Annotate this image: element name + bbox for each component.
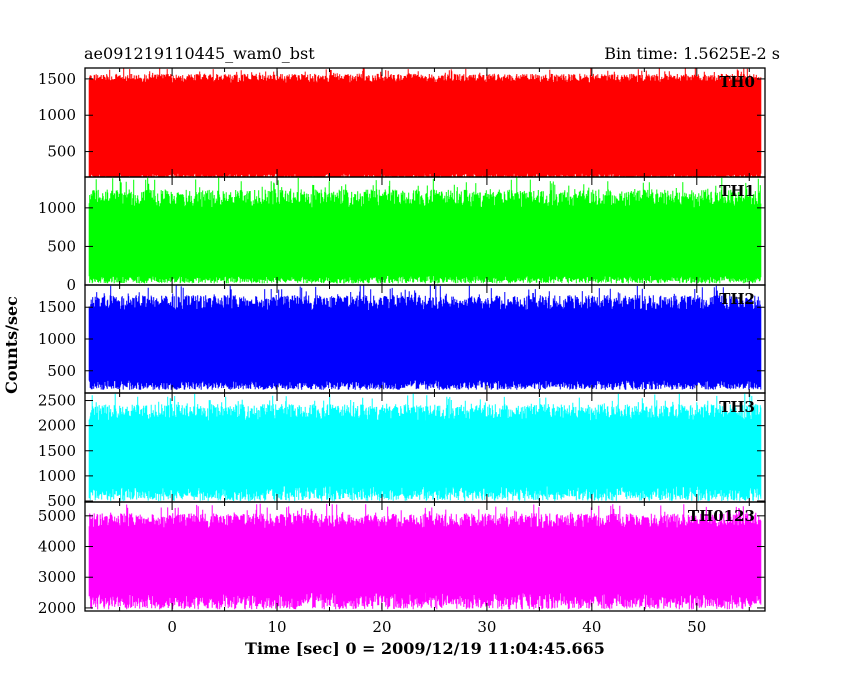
series-th0123 [88,503,762,610]
panel-frame [84,501,766,612]
y-tick-label: 1000 [38,106,76,124]
y-tick-label: 0 [66,276,76,294]
y-tick-label: 1000 [38,330,76,348]
x-tick-label: 10 [267,618,286,636]
panel-th1: 0 500 1000 TH1 [38,176,766,294]
series-label-th3: TH3 [719,398,755,416]
y-axis-label: Counts/sec [2,296,21,394]
series-th1 [88,177,762,284]
series-th0 [88,68,762,177]
x-tick-label: 50 [687,618,706,636]
x-tick-label: 0 [167,618,177,636]
y-tick-label: 1500 [38,298,76,316]
series-th3 [88,393,762,501]
y-tick-label: 2000 [38,599,76,617]
series-label-th0123: TH0123 [688,507,755,525]
panel-th0: 500 1000 1500 TH0 [38,67,766,178]
series-th2 [88,285,762,390]
series-label-th2: TH2 [719,290,755,308]
y-tick-label: 1500 [38,70,76,88]
y-tick-label: 3000 [38,568,76,586]
y-tick-label: 1000 [38,199,76,217]
series-label-th1: TH1 [719,182,755,200]
y-tick-label: 500 [47,237,76,255]
y-tick-label: 4000 [38,538,76,556]
y-tick-label: 1500 [38,442,76,460]
x-tick-label: 40 [582,618,601,636]
chart-title-left: ae091219110445_wam0_bst [84,44,315,63]
panel-th0123: 2000 3000 4000 5000 TH0123 [38,501,766,617]
x-axis-label: Time [sec] 0 = 2009/12/19 11:04:45.665 [245,639,605,658]
x-tick-label: 20 [372,618,391,636]
y-tick-label: 500 [47,143,76,161]
chart-title-right: Bin time: 1.5625E-2 s [604,44,780,63]
panel-th2: 500 1000 1500 TH2 [38,284,766,394]
x-tick-label: 30 [477,618,496,636]
y-tick-label: 500 [47,362,76,380]
y-tick-label: 2500 [38,392,76,410]
y-tick-label: 500 [47,492,76,510]
y-tick-label: 2000 [38,417,76,435]
panel-th3: 500 1000 1500 2000 2500 TH3 [38,392,766,510]
y-tick-label: 1000 [38,467,76,485]
y-tick-label: 5000 [38,507,76,525]
series-label-th0: TH0 [719,73,755,91]
